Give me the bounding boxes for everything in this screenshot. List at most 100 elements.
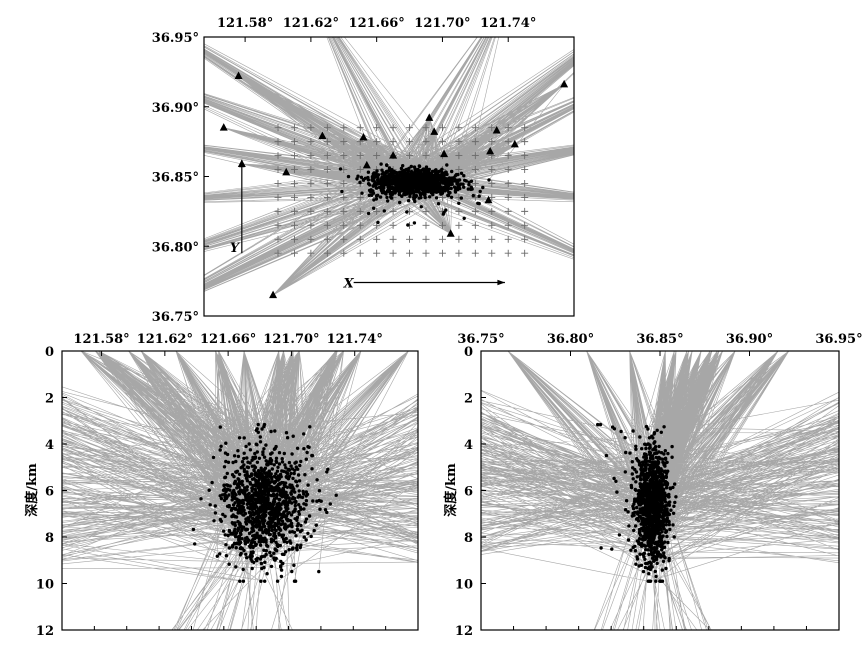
event-point bbox=[661, 495, 665, 499]
event-point bbox=[652, 432, 656, 436]
event-point bbox=[268, 457, 272, 461]
event-point bbox=[457, 201, 461, 205]
event-point bbox=[281, 537, 286, 541]
grid-node-marker bbox=[488, 221, 496, 229]
event-point bbox=[250, 487, 255, 491]
event-point bbox=[296, 473, 301, 477]
station-marker bbox=[282, 167, 291, 176]
event-point bbox=[633, 549, 638, 553]
event-point bbox=[359, 175, 364, 179]
event-point bbox=[295, 524, 299, 528]
event-point bbox=[355, 177, 359, 181]
event-point bbox=[239, 551, 243, 556]
event-point bbox=[462, 174, 466, 178]
event-point bbox=[385, 163, 389, 167]
event-point bbox=[456, 172, 460, 177]
event-point bbox=[413, 169, 417, 173]
event-point bbox=[225, 471, 229, 476]
event-point bbox=[441, 187, 445, 191]
xs1-y-tick-label: 12 bbox=[36, 624, 54, 639]
grid-node-marker bbox=[340, 138, 348, 146]
event-point bbox=[612, 476, 616, 481]
event-point bbox=[649, 522, 653, 526]
event-point bbox=[598, 422, 603, 427]
event-point bbox=[453, 179, 457, 183]
event-point bbox=[469, 179, 474, 183]
event-point bbox=[650, 525, 655, 529]
grid-node-marker bbox=[389, 221, 397, 229]
event-point bbox=[646, 500, 651, 505]
event-point bbox=[263, 514, 267, 518]
event-point bbox=[265, 572, 269, 576]
event-point bbox=[232, 491, 237, 495]
event-point bbox=[429, 183, 433, 188]
event-point bbox=[224, 489, 228, 494]
event-point bbox=[230, 545, 235, 549]
event-point bbox=[285, 540, 289, 544]
event-point bbox=[264, 531, 269, 535]
event-point bbox=[272, 551, 276, 555]
map-station-markers bbox=[219, 71, 569, 299]
event-point bbox=[672, 535, 676, 539]
event-point bbox=[257, 537, 262, 541]
event-point bbox=[222, 498, 227, 503]
event-point bbox=[399, 186, 404, 190]
event-point bbox=[230, 498, 234, 502]
event-point bbox=[222, 529, 226, 533]
event-point bbox=[293, 461, 297, 465]
event-point bbox=[654, 473, 658, 478]
event-point bbox=[270, 506, 275, 511]
event-point bbox=[290, 569, 294, 574]
event-point bbox=[326, 467, 330, 471]
grid-node-marker bbox=[323, 249, 331, 257]
event-point bbox=[652, 501, 657, 505]
event-point bbox=[646, 484, 651, 488]
map-x-tick-label: 121.58° bbox=[217, 16, 273, 31]
event-point bbox=[652, 483, 656, 487]
event-point bbox=[295, 543, 299, 547]
event-point bbox=[278, 543, 282, 548]
event-point bbox=[665, 460, 669, 464]
xs1-x-tick-label: 121.70° bbox=[263, 332, 319, 347]
event-point bbox=[674, 495, 678, 499]
event-point bbox=[464, 179, 468, 183]
event-point bbox=[212, 519, 216, 523]
event-point bbox=[650, 460, 655, 464]
event-point bbox=[450, 169, 454, 174]
grid-node-marker bbox=[356, 124, 364, 132]
event-point bbox=[656, 531, 661, 536]
event-point bbox=[233, 534, 238, 539]
event-point bbox=[632, 502, 636, 506]
station-marker bbox=[446, 229, 455, 237]
event-point bbox=[252, 513, 256, 517]
event-point bbox=[234, 531, 238, 536]
event-point bbox=[433, 168, 438, 173]
grid-node-marker bbox=[521, 152, 529, 160]
event-point bbox=[264, 549, 268, 553]
event-point bbox=[449, 182, 453, 187]
event-point bbox=[254, 542, 258, 546]
event-point bbox=[389, 190, 393, 195]
event-point bbox=[284, 431, 289, 435]
grid-node-marker bbox=[373, 249, 381, 257]
event-point bbox=[635, 457, 639, 461]
event-point bbox=[666, 540, 670, 545]
event-point bbox=[296, 495, 300, 499]
event-point bbox=[634, 470, 639, 474]
event-point bbox=[635, 497, 640, 501]
event-point bbox=[478, 189, 482, 194]
event-point bbox=[398, 200, 402, 205]
event-point bbox=[287, 548, 291, 552]
event-point bbox=[650, 556, 655, 560]
xs2-event-points bbox=[596, 422, 678, 583]
event-point bbox=[260, 525, 264, 529]
event-point bbox=[199, 497, 203, 501]
xs2-y-tick-label: 0 bbox=[464, 345, 473, 360]
event-point bbox=[283, 514, 287, 518]
event-point bbox=[642, 455, 646, 459]
event-point bbox=[614, 479, 618, 483]
event-point bbox=[604, 453, 609, 458]
event-point bbox=[300, 528, 304, 532]
station-marker bbox=[318, 131, 327, 140]
event-point bbox=[655, 461, 660, 465]
